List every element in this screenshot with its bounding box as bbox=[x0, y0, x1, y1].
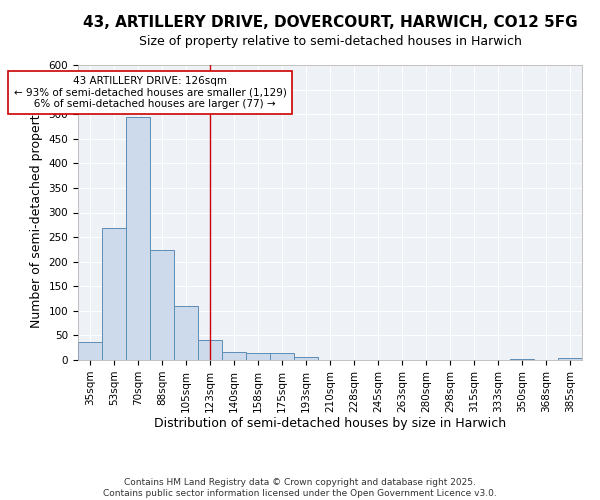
Text: 43 ARTILLERY DRIVE: 126sqm
← 93% of semi-detached houses are smaller (1,129)
   : 43 ARTILLERY DRIVE: 126sqm ← 93% of semi… bbox=[14, 76, 286, 109]
Bar bbox=[174, 306, 198, 360]
X-axis label: Distribution of semi-detached houses by size in Harwich: Distribution of semi-detached houses by … bbox=[154, 418, 506, 430]
Bar bbox=[198, 340, 222, 360]
Bar bbox=[150, 250, 174, 360]
Text: Contains HM Land Registry data © Crown copyright and database right 2025.
Contai: Contains HM Land Registry data © Crown c… bbox=[103, 478, 497, 498]
Bar bbox=[78, 342, 102, 360]
Text: Size of property relative to semi-detached houses in Harwich: Size of property relative to semi-detach… bbox=[139, 35, 521, 48]
Bar bbox=[222, 352, 246, 360]
Bar bbox=[270, 352, 294, 360]
Text: 43, ARTILLERY DRIVE, DOVERCOURT, HARWICH, CO12 5FG: 43, ARTILLERY DRIVE, DOVERCOURT, HARWICH… bbox=[83, 15, 577, 30]
Bar bbox=[558, 358, 582, 360]
Bar bbox=[126, 116, 150, 360]
Bar bbox=[246, 353, 270, 360]
Bar bbox=[102, 228, 126, 360]
Bar bbox=[510, 358, 534, 360]
Y-axis label: Number of semi-detached properties: Number of semi-detached properties bbox=[30, 97, 43, 328]
Bar bbox=[294, 357, 318, 360]
